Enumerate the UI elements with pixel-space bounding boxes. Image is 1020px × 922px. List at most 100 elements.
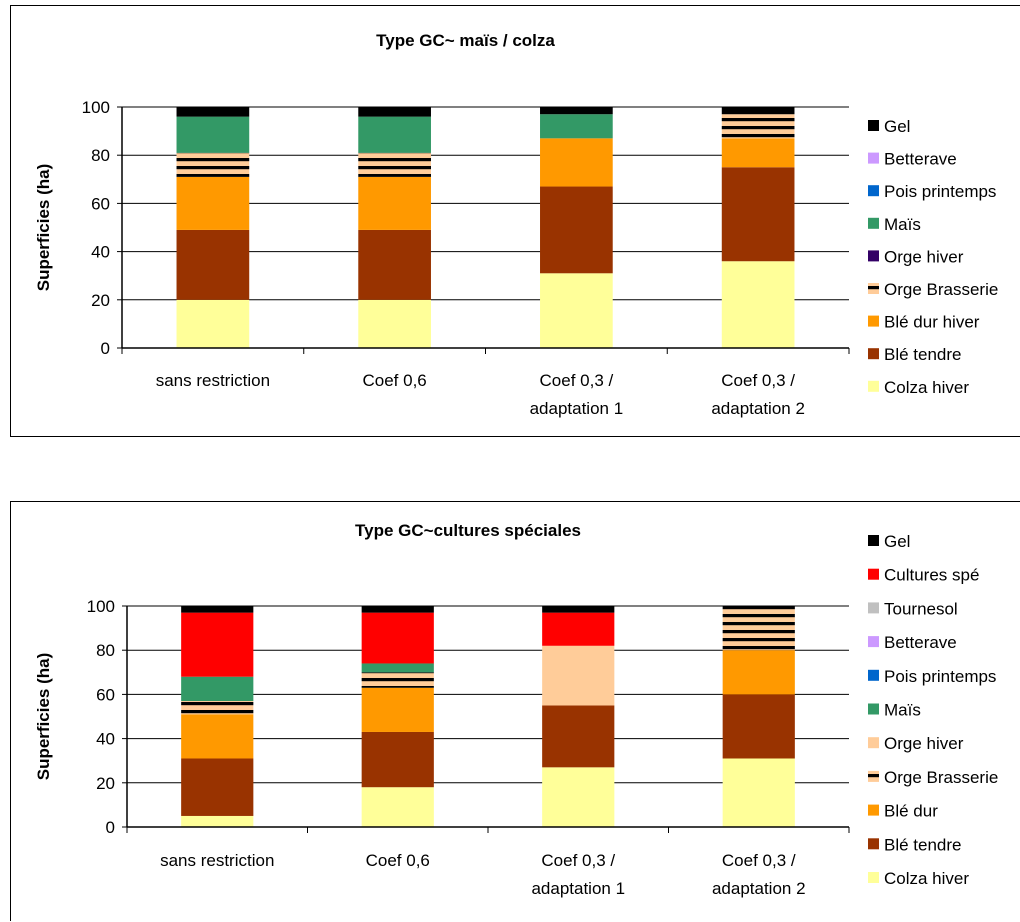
bar-segment-ble-tendre: [361, 731, 434, 788]
bar-segment-ble-dur-hiver: [358, 176, 431, 230]
chart-mais-colza: Type GC~ maïs / colza Superficies (ha) 0 20…: [34, 31, 998, 418]
y-tick-label: 0: [101, 339, 110, 358]
bar-segment-mais: [358, 116, 431, 153]
bar-segment-gel: [358, 107, 431, 117]
legend-label: Blé tendre: [884, 835, 962, 854]
x-tick-label: Coef 0,6: [362, 371, 426, 390]
bar-segment-orge-hiver: [542, 645, 615, 706]
bar-segment-orge-brasserie: [361, 672, 434, 688]
bar-segment-colza-hiver: [358, 299, 431, 348]
legend-label: Cultures spé: [884, 566, 979, 585]
legend-label: Colza hiver: [884, 869, 969, 888]
bar-segment-ble-dur-hiver: [176, 176, 250, 230]
legend-swatch-orge-brasserie: [868, 770, 879, 782]
legend-label: Blé dur: [884, 802, 938, 821]
bar-segment-colza-hiver: [176, 299, 250, 348]
bar-segment-colza-hiver: [361, 787, 434, 827]
x-tick-label: Coef 0,3 /: [540, 371, 614, 390]
bar-segment-mais: [176, 116, 250, 153]
bar-segment-gel: [721, 107, 795, 115]
chart-title: Type GC~cultures spéciales: [355, 521, 581, 540]
legend-label: Betterave: [884, 633, 957, 652]
bar-segment-ble-tendre: [358, 229, 431, 300]
x-tick-label: sans restriction: [156, 371, 270, 390]
bar-segment-gel: [176, 107, 250, 117]
x-tick-label: adaptation 2: [712, 879, 806, 898]
legend-swatch-orge-hiver: [868, 737, 879, 749]
legend-label: Blé tendre: [884, 345, 962, 364]
bar-segment-ble-tendre: [722, 694, 795, 759]
bar-segment-cultures-spe: [361, 612, 434, 664]
legend-label: Orge Brasserie: [884, 280, 998, 299]
bar-segment-ble-dur: [181, 714, 254, 759]
y-tick-label: 40: [96, 730, 115, 749]
legend-label: Orge Brasserie: [884, 768, 998, 787]
bar-segment-mais: [361, 663, 434, 673]
bar-segment-colza-hiver: [722, 758, 795, 827]
y-tick-label: 80: [96, 641, 115, 660]
legend: Gel Cultures spé Tournesol Betterave Pois pr…: [868, 532, 998, 888]
legend-label: Maïs: [884, 215, 921, 234]
y-tick-label: 20: [96, 774, 115, 793]
legend-swatch-ble-dur: [868, 804, 879, 816]
legend-swatch-ble-dur-hiver: [868, 315, 879, 327]
x-tick-label: Coef 0,3 /: [541, 851, 615, 870]
chart-panel-cultures-speciales: Type GC~cultures spéciales Superficies (h…: [10, 501, 1020, 921]
legend-swatch-mais: [868, 217, 879, 229]
legend-swatch-betterave: [868, 636, 879, 648]
bar-segment-ble-dur: [722, 650, 795, 695]
bar-segment-gel: [181, 606, 254, 613]
legend-swatch-colza-hiver: [868, 380, 879, 392]
bar-segment-cultures-spe: [181, 612, 254, 677]
bar-segment-cultures-spe: [542, 612, 615, 646]
x-tick-label: adaptation 2: [711, 399, 805, 418]
bar-segment-mais: [181, 676, 254, 702]
bar-segment-orge-brasserie: [721, 114, 795, 139]
y-axis-label: Superficies (ha): [34, 653, 53, 781]
legend-label: Blé dur hiver: [884, 313, 980, 332]
bar-segment-orge-brasserie: [181, 701, 254, 715]
bar-segment-ble-tendre: [181, 758, 254, 816]
legend-swatch-colza-hiver: [868, 872, 879, 883]
legend-swatch-ble-tendre: [868, 838, 879, 850]
bar-segment-orge-brasserie: [722, 606, 795, 651]
legend-swatch-mais: [868, 703, 879, 715]
bar-segment-ble-tendre: [540, 186, 613, 274]
bar-segment-mais: [540, 114, 613, 139]
x-tick-label: sans restriction: [160, 851, 274, 870]
legend: Gel Betterave Pois printemps Maïs Orge hiver…: [868, 117, 998, 397]
legend-label: Orge hiver: [884, 247, 964, 266]
y-tick-label: 60: [96, 685, 115, 704]
legend-label: Colza hiver: [884, 378, 969, 397]
legend-label: Betterave: [884, 150, 957, 169]
bar-segment-orge-brasserie: [358, 152, 431, 177]
legend-swatch-ble-tendre: [868, 348, 879, 360]
x-tick-label: Coef 0,3 /: [722, 851, 796, 870]
legend-label: Gel: [884, 117, 910, 136]
legend-label: Orge hiver: [884, 734, 964, 753]
y-tick-label: 100: [82, 98, 110, 117]
legend-swatch-orge-hiver: [868, 250, 879, 262]
y-tick-label: 80: [91, 146, 110, 165]
bar-segment-ble-dur-hiver: [540, 138, 613, 187]
legend-swatch-gel: [868, 120, 879, 131]
bar-segment-gel: [542, 606, 615, 613]
bar-segment-colza-hiver: [181, 815, 254, 827]
x-tick-label: adaptation 1: [531, 879, 625, 898]
y-tick-label: 20: [91, 291, 110, 310]
legend-swatch-betterave: [868, 152, 879, 164]
chart-panel-mais-colza: Type GC~ maïs / colza Superficies (ha) 0 20…: [10, 5, 1020, 437]
y-tick-label: 100: [87, 597, 115, 616]
bar-segment-ble-tendre: [721, 167, 795, 262]
bar-segment-colza-hiver: [540, 273, 613, 348]
legend-label: Pois printemps: [884, 667, 996, 686]
legend-label: Maïs: [884, 701, 921, 720]
bar-segment-colza-hiver: [721, 261, 795, 348]
legend-swatch-orge-brasserie: [868, 283, 879, 294]
x-tick-label: adaptation 1: [530, 399, 624, 418]
y-axis-label: Superficies (ha): [34, 164, 53, 292]
y-tick-label: 0: [106, 818, 115, 837]
bar-segment-ble-dur-hiver: [721, 138, 795, 168]
legend-swatch-tournesol: [868, 602, 879, 614]
y-tick-label: 40: [91, 243, 110, 262]
